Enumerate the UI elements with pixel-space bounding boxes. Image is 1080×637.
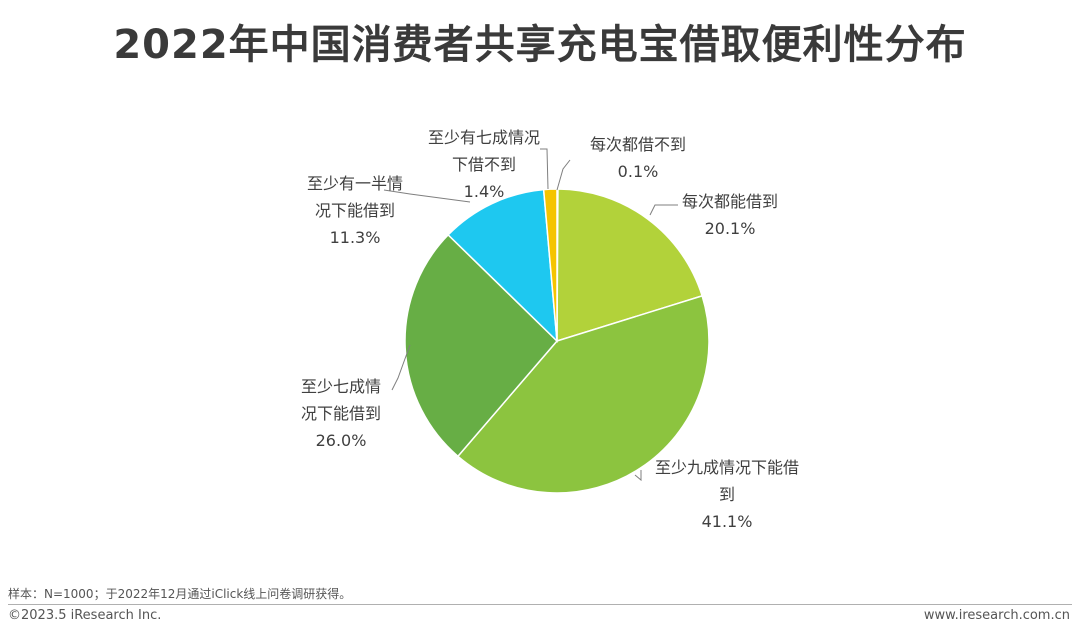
leader-line [540,148,549,190]
slice-label: 至少九成情况下能借 [655,458,799,477]
slice-label: 况下能借到 [301,404,381,423]
slice-value-label: 20.1% [705,219,756,238]
slice-value-label: 41.1% [702,512,753,531]
pie-slice [404,233,559,458]
leader-line [556,159,571,191]
pie-slice [447,188,558,343]
footer-divider [8,604,1072,605]
website-link[interactable]: www.iresearch.com.cn [923,608,1070,623]
leader-line [634,470,642,482]
slice-label: 每次都借不到 [590,135,686,154]
slice-value-label: 1.4% [464,182,505,201]
slice-label: 每次都能借到 [682,192,778,211]
pie-slice [456,294,710,494]
slice-label: 至少有一半情 [307,174,403,193]
copyright: ©2023.5 iResearch Inc. [8,608,162,623]
leader-line [391,344,411,391]
slice-label: 到 [719,485,735,504]
leader-line [383,189,471,203]
leader-line [649,204,678,216]
footer-note: 样本：N=1000；于2022年12月通过iClick线上问卷调研获得。 [8,587,352,601]
page-title: 2022年中国消费者共享充电宝借取便利性分布 [113,22,967,68]
pie-slice [556,188,704,343]
slice-label: 至少七成情 [301,377,381,396]
slice-label: 况下能借到 [315,201,395,220]
slice-label: 至少有七成情况 [428,128,540,147]
slice-value-label: 11.3% [330,228,381,247]
slice-value-label: 26.0% [316,431,367,450]
slice-label: 下借不到 [452,155,516,174]
slice-value-label: 0.1% [618,162,659,181]
